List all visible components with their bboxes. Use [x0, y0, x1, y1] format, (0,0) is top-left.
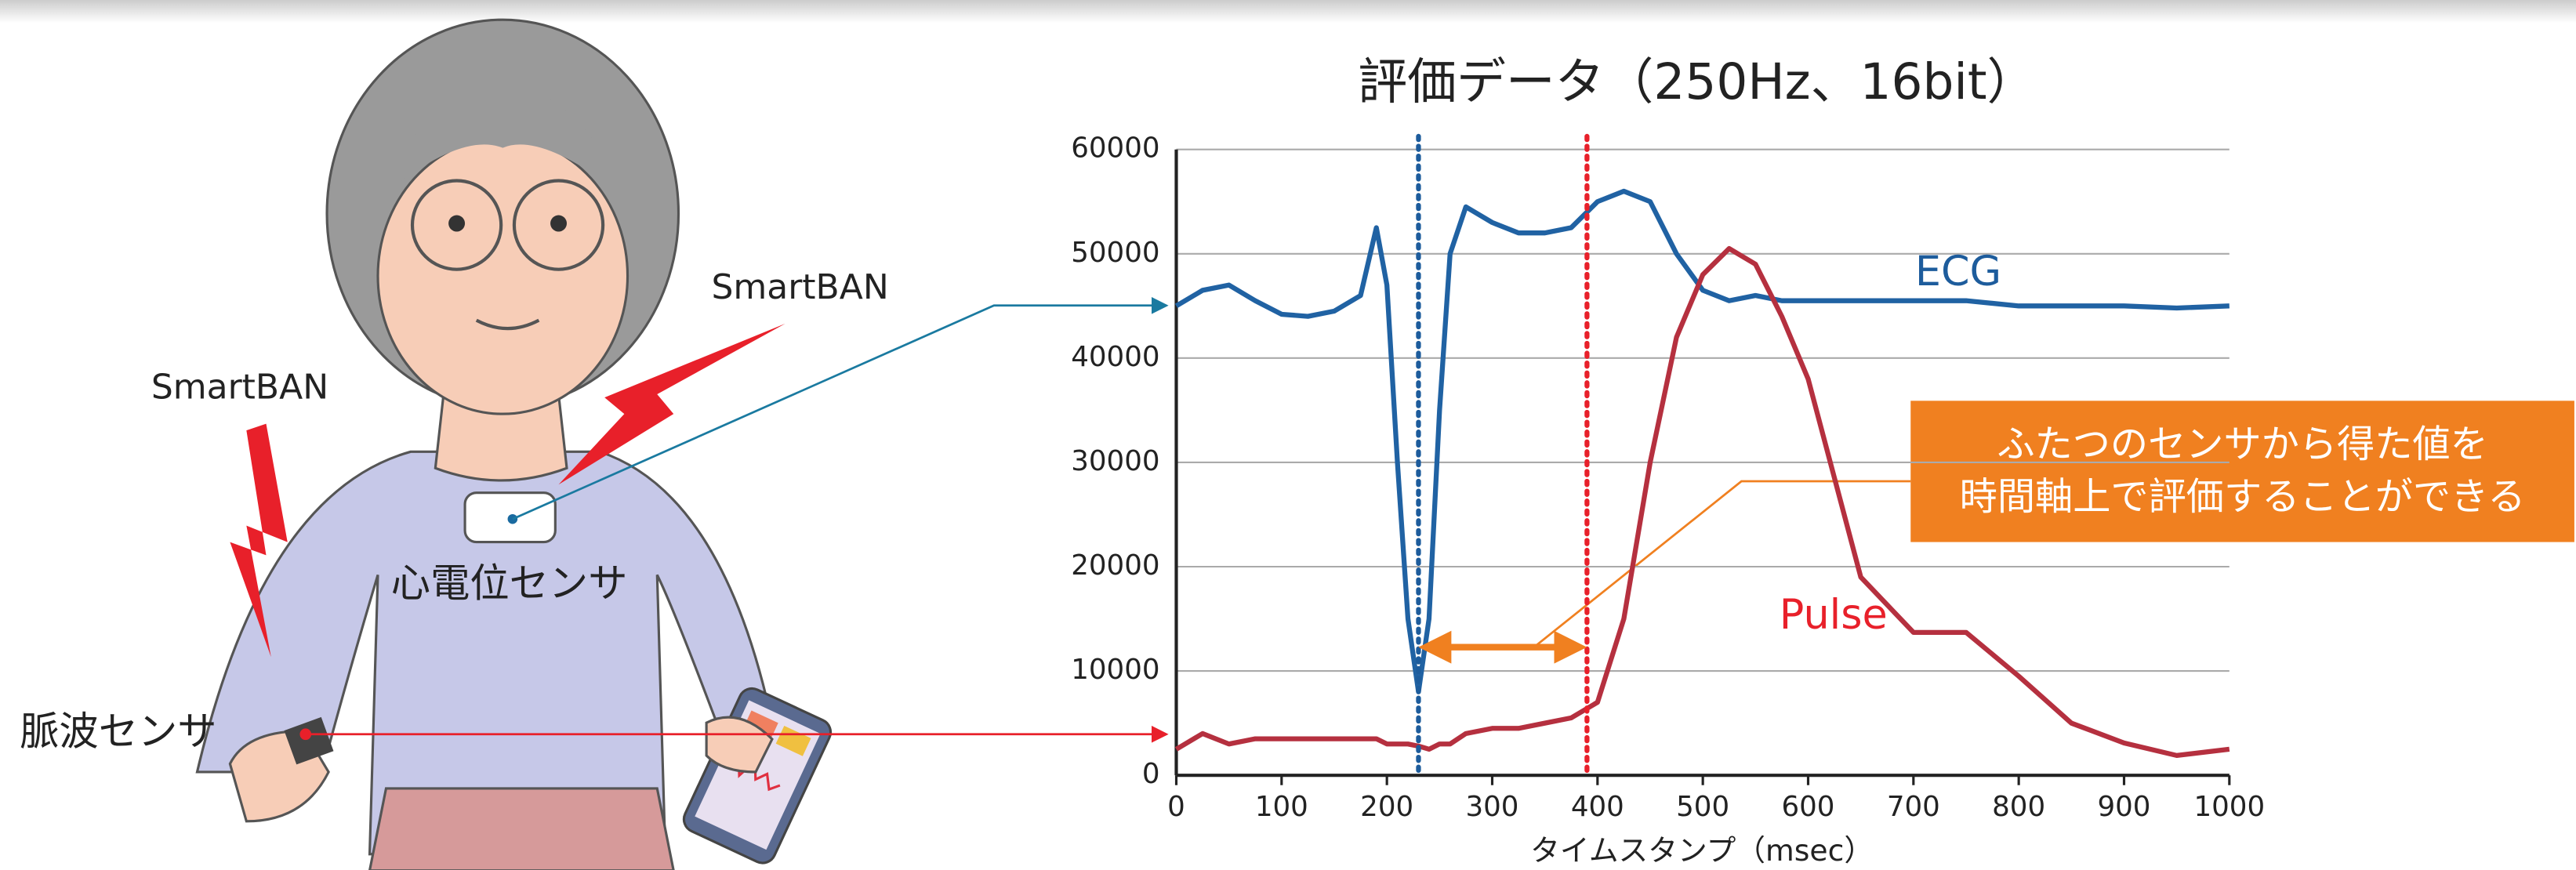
- connector: [512, 296, 1169, 520]
- y-tick-label: 10000: [1071, 654, 1159, 686]
- series-line: [1174, 245, 2230, 759]
- y-tick-label: 60000: [1071, 132, 1159, 165]
- x-tick-label: 600: [1782, 791, 1835, 823]
- x-tick-label: 100: [1255, 791, 1308, 823]
- chart-title: 評価データ（250Hz、16bit）: [1358, 53, 2036, 111]
- wireless-label: SmartBAN: [711, 267, 888, 307]
- x-tick-label: 200: [1360, 791, 1413, 823]
- sensor-label: 心電位センサ: [391, 560, 628, 607]
- y-tick-label: 50000: [1071, 237, 1159, 269]
- callout-line: [1535, 480, 1911, 647]
- top-shadow: [0, 0, 2576, 24]
- series-label: ECG: [1915, 248, 2001, 295]
- x-axis-label: タイムスタンプ（msec）: [1530, 833, 1874, 868]
- x-tick-label: 400: [1571, 791, 1624, 823]
- y-tick-label: 40000: [1071, 341, 1159, 373]
- callout-text: ふたつのセンサから得た値を: [1997, 422, 2487, 466]
- x-tick-label: 300: [1466, 791, 1519, 823]
- person: [195, 18, 833, 870]
- x-tick-label: 1000: [2194, 791, 2266, 823]
- series-label: Pulse: [1780, 591, 1888, 639]
- series-line: [1174, 188, 2230, 694]
- sensor-label: 脈波センサ: [20, 708, 216, 754]
- callout-text: 時間軸上で評価することができる: [1960, 475, 2526, 519]
- x-tick-label: 800: [1992, 791, 2045, 823]
- callout-box: [1910, 401, 2574, 542]
- x-tick-label: 500: [1676, 791, 1729, 823]
- x-tick-label: 0: [1167, 791, 1185, 823]
- x-tick-label: 700: [1887, 791, 1940, 823]
- wireless-label: SmartBAN: [151, 368, 328, 408]
- y-tick-label: 0: [1142, 758, 1160, 790]
- x-tick-label: 900: [2097, 791, 2150, 823]
- y-tick-label: 30000: [1071, 445, 1159, 477]
- y-tick-label: 20000: [1071, 549, 1159, 582]
